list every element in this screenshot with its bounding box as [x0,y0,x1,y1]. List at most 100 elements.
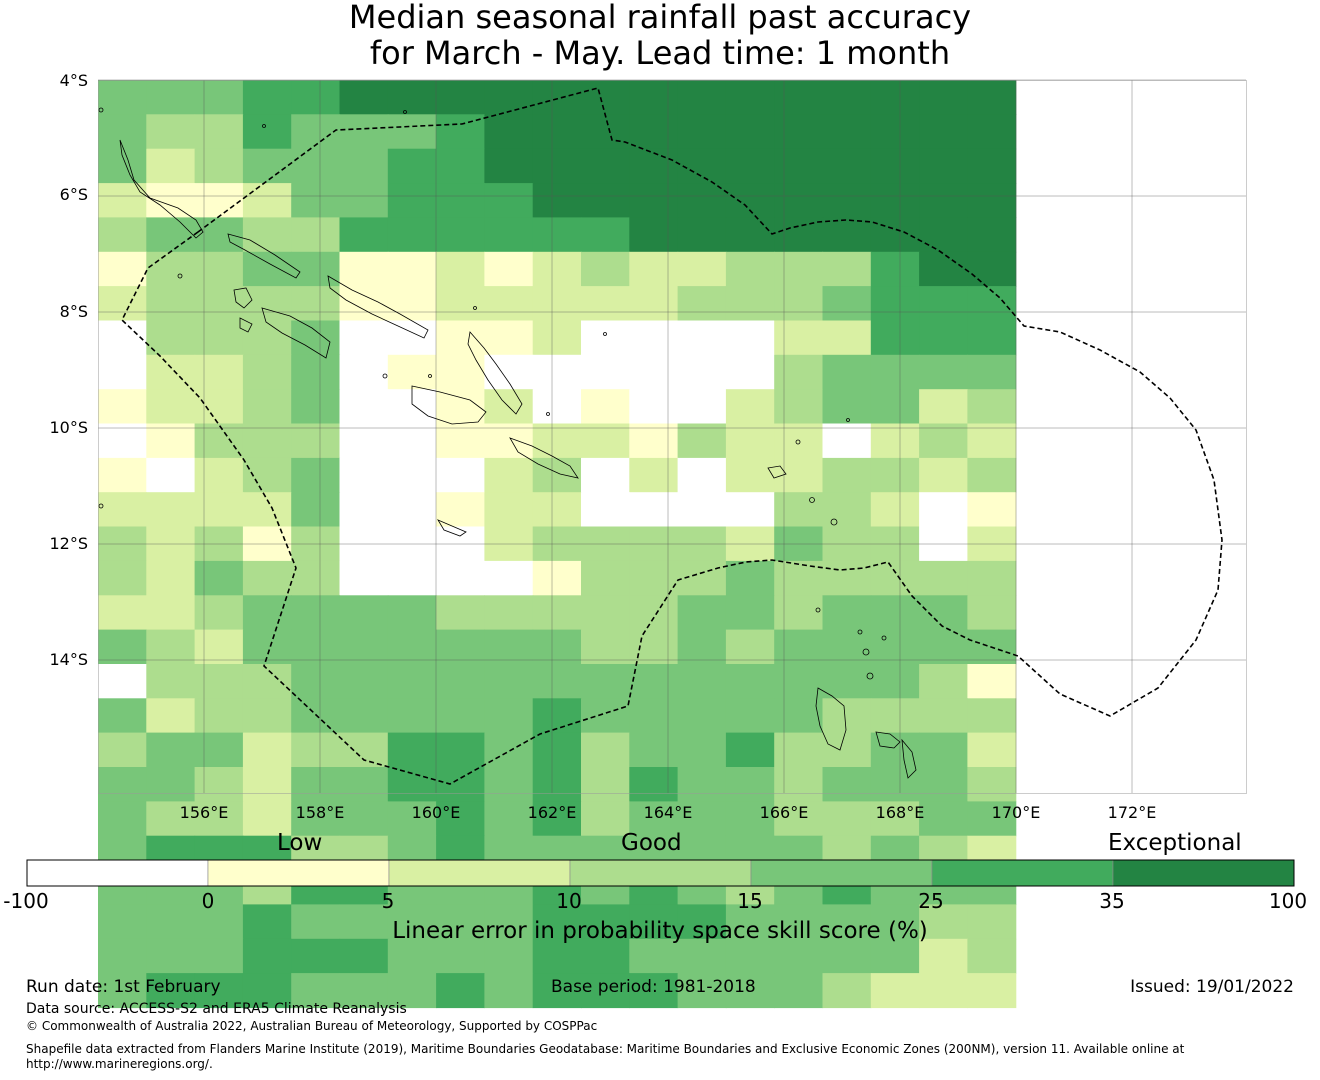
grid-cell [387,457,437,493]
grid-cell [242,664,292,699]
issued-date: Issued: 19/01/2022 [1130,977,1294,997]
grid-cell [98,354,147,390]
shapefile-url: http://www.marineregions.org/. [26,1057,213,1071]
grid-cell [725,732,775,768]
lon-label: 168°E [875,803,925,822]
grid-cell [870,664,920,699]
grid-cell [194,801,244,837]
grid-cell [725,595,775,631]
grid-cell [146,664,196,699]
grid-cell [242,801,292,837]
grid-cell [194,492,244,528]
grid-cell [291,492,341,528]
grid-cell [146,251,196,287]
grid-cell [870,904,920,940]
grid-cell [194,732,244,768]
islet [815,607,821,613]
grid-cell [532,183,582,219]
grid-cell [98,286,147,322]
grid-cell [629,354,679,390]
grid-cell [919,938,968,974]
grid-cell [291,80,341,115]
grid-cell [532,251,582,287]
grid-cell [194,80,244,115]
run-date: Run date: 1st February [26,977,221,997]
grid-cell [339,389,389,425]
grid-cell [532,560,582,596]
eez-boundaries [121,87,1223,785]
grid-cell [291,595,341,631]
grid-cell [291,767,341,802]
grid-cell [629,320,679,356]
grid-cell [870,114,920,150]
grid-cell [725,664,775,699]
grid-cell [146,492,196,528]
grid-cell [629,286,679,322]
grid-cell [725,904,775,940]
grid-cell [194,251,244,287]
grid-cell [387,423,437,459]
grid-cell [677,148,727,184]
grid-cell [774,904,824,940]
grid-cell [146,973,196,1009]
grid-cell [387,698,437,734]
grid-cell [725,423,775,459]
grid-cell [725,320,775,356]
grid-cell [919,595,968,631]
grid-cell [581,80,630,115]
grid-cell [146,595,196,631]
grid-cell [870,560,920,596]
grid-cell [822,80,872,115]
grid-cell [725,767,775,802]
grid-cell [387,251,437,287]
grid-cell [146,148,196,184]
grid-cell [387,732,437,768]
grid-cell [291,560,341,596]
lon-label: 158°E [295,803,345,822]
coastline-malaita [467,331,523,415]
grid-cell [774,801,824,837]
grid-cell [242,217,292,253]
grid-cell [774,767,824,802]
grid-cell [242,767,292,802]
grid-cell [339,217,389,253]
grid-cell [387,560,437,596]
islet [262,124,266,128]
grid-cell [725,973,775,1009]
grid-cell [387,904,437,940]
grid-cell [242,560,292,596]
graticule [98,79,1246,793]
grid-cell [339,767,389,802]
grid-cell [725,389,775,425]
grid-cell [532,423,582,459]
grid-cell [194,114,244,150]
grid-cell [98,423,147,459]
grid-cell [870,80,920,115]
grid-cell [822,492,872,528]
grid-cell [677,114,727,150]
grid-cell [291,973,341,1009]
grid-cell [242,629,292,665]
grid-cell [98,767,147,802]
grid-cell [339,354,389,390]
grid-cell [629,423,679,459]
grid-cell [774,114,824,150]
grid-cell [194,286,244,322]
grid-cell [436,423,485,459]
grid-cell [242,904,292,940]
grid-cell [870,457,920,493]
grid-cell [581,389,630,425]
grid-cell [581,251,630,287]
grid-cell [581,904,630,940]
grid-cell [870,492,920,528]
grid-cell [822,286,872,322]
grid-cell [919,904,968,940]
grid-cell [677,457,727,493]
coastline-bougainville [119,139,204,239]
grid-cell [774,560,824,596]
grid-cell [484,148,534,184]
map-title-line1: Median seasonal rainfall past accuracy [348,0,972,36]
grid-cell [629,732,679,768]
grid-cell [484,114,534,150]
grid-cell [822,354,872,390]
